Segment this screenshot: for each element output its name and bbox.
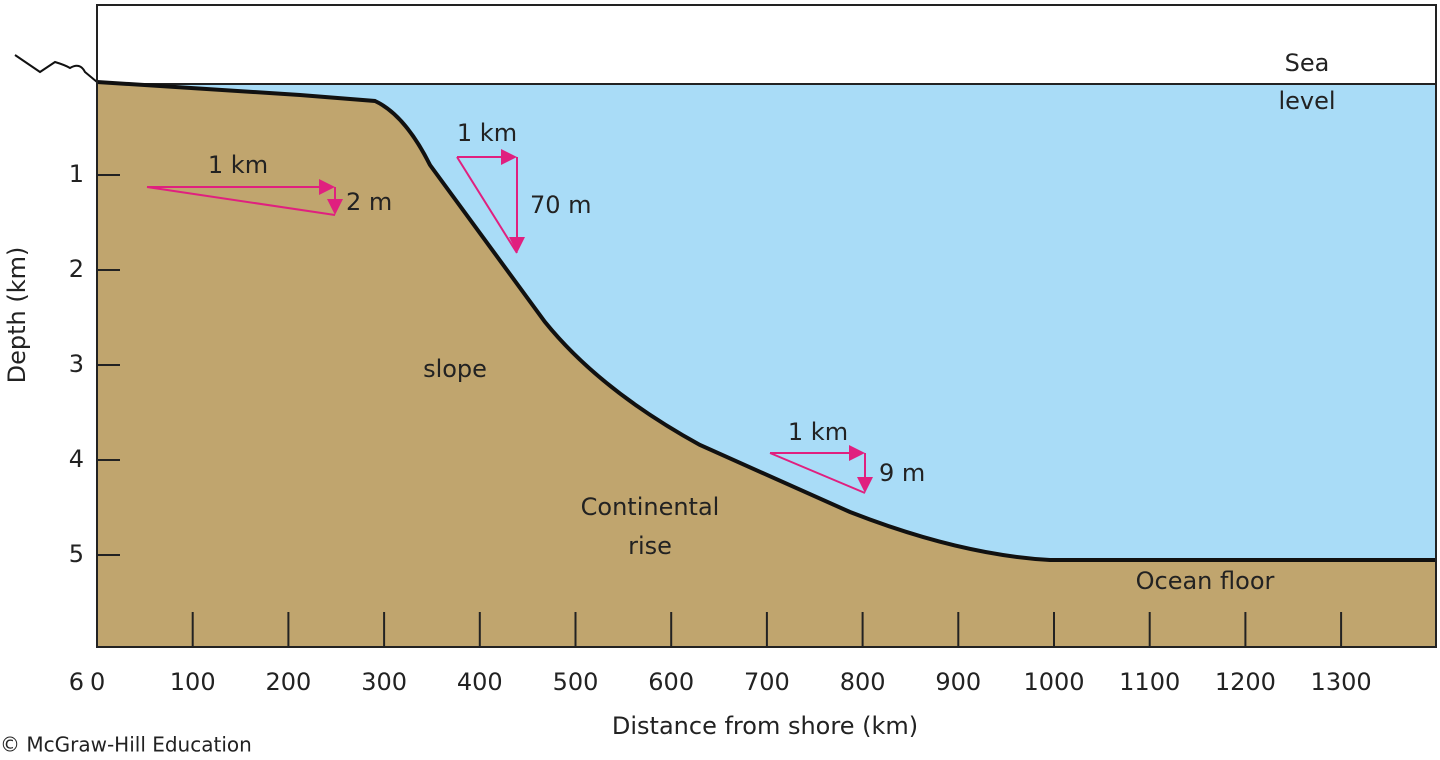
drop-label: 9 m: [879, 459, 925, 487]
y-axis-title: Depth (km): [3, 247, 31, 384]
gradient-1: [146, 179, 343, 216]
x-tick-label: 100: [170, 668, 216, 696]
gradient-2: [456, 149, 525, 254]
y-tick-label: 2: [69, 255, 84, 283]
x-tick-label: 1300: [1311, 668, 1372, 696]
seafloor-profile: [96, 80, 1436, 562]
sea-label: Sea: [1285, 49, 1330, 77]
x-tick-label: 900: [935, 668, 981, 696]
hypotenuse: [456, 156, 518, 254]
x-tick-label: 1100: [1119, 668, 1180, 696]
y-tick-label: 6: [69, 668, 84, 696]
x-axis-title: Distance from shore (km): [612, 712, 918, 740]
x-tick-label: 0: [90, 668, 105, 696]
x-tick-label: 800: [840, 668, 886, 696]
hypotenuse: [146, 186, 336, 216]
x-tick-label: 500: [553, 668, 599, 696]
hypotenuse: [769, 452, 866, 494]
ocean-floor-label: Ocean floor: [1136, 567, 1275, 595]
x-tick-label: 200: [265, 668, 311, 696]
x-tick-label: 400: [457, 668, 503, 696]
y-tick-label: 1: [69, 160, 84, 188]
y-tick-label: 3: [69, 350, 84, 378]
x-tick-label: 1200: [1215, 668, 1276, 696]
rise-label: Continental: [581, 493, 720, 521]
slope-label: slope: [423, 355, 487, 383]
run-label: 1 km: [788, 418, 848, 446]
x-tick-label: 600: [648, 668, 694, 696]
y-tick-label: 5: [69, 540, 84, 568]
credit: © McGraw-Hill Education: [0, 733, 252, 757]
y-tick-label: 4: [69, 445, 84, 473]
run-label: 1 km: [208, 151, 268, 179]
run-label: 1 km: [457, 119, 517, 147]
x-tick-label: 700: [744, 668, 790, 696]
sea-label: level: [1278, 87, 1335, 115]
x-tick-label: 300: [361, 668, 407, 696]
seafloor: [97, 82, 1436, 647]
coastline: [14, 54, 98, 83]
drop-label: 70 m: [530, 191, 592, 219]
drop-label: 2 m: [346, 188, 392, 216]
rise-label: rise: [628, 532, 672, 560]
gradient-3: [769, 445, 873, 494]
x-tick-label: 1000: [1023, 668, 1084, 696]
